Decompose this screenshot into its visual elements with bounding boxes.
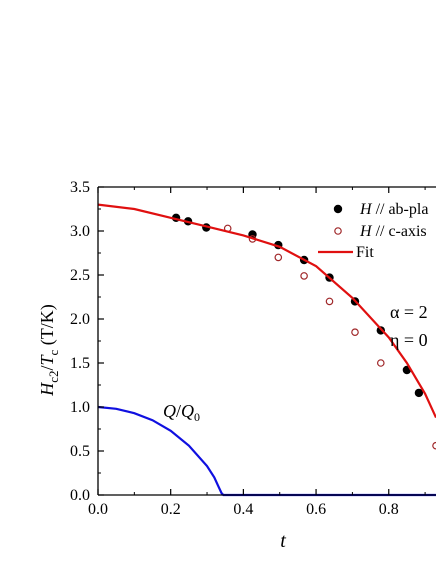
legend-entry-label: H // c-axis: [359, 223, 427, 240]
legend-italic-part: H: [359, 201, 373, 218]
y-label-units: (T/K): [37, 304, 58, 349]
legend-text-part: // c-axis: [372, 223, 427, 240]
y-tick-label: 3.5: [70, 179, 90, 196]
legend-italic-part: H: [359, 223, 373, 240]
series-line-2: [98, 203, 436, 419]
legend-text-part: Fit: [356, 244, 374, 261]
y-axis-label: Hc2/Tc (T/K): [37, 304, 61, 397]
x-tick-label: 0.6: [306, 501, 326, 518]
data-marks: [98, 203, 436, 497]
x-tick-label: 0.4: [233, 501, 253, 518]
series-line-3: [98, 405, 436, 497]
data-point-1-2: [274, 253, 283, 262]
axes: 0.0 0.2 0.4 0.6 0.8 0.0 0.5 1.0 1.5 2.0 2.5 3.0 3.5: [70, 179, 436, 518]
y-label-h: H: [37, 382, 57, 397]
q-label-sub: 0: [194, 410, 200, 424]
data-point-1-6: [376, 359, 385, 367]
y-tick-label: 0.5: [70, 443, 90, 460]
x-tick-label: 0.8: [379, 501, 399, 518]
y-label-c2: c2: [46, 371, 61, 383]
legend-text-part: // ab-pla: [372, 201, 429, 218]
y-tick-label: 2.0: [70, 311, 90, 328]
y-label-c: c: [46, 349, 61, 355]
y-label-slash: /: [37, 365, 57, 370]
legend-entry-label: Fit: [356, 244, 374, 261]
alpha-annotation: α = 2: [390, 302, 428, 322]
y-tick-label: 3.0: [70, 223, 90, 240]
q-label-q0: Q: [181, 401, 194, 421]
q-label-q: Q: [163, 401, 176, 421]
data-point-1-5: [351, 328, 359, 337]
data-point-0-10: [414, 388, 424, 398]
q-over-q0-label: Q/Q0: [163, 401, 200, 424]
data-point-1-3: [300, 272, 308, 280]
q-label-slash: /: [176, 401, 181, 421]
eta-annotation: η = 0: [390, 330, 428, 350]
y-tick-label: 0.0: [70, 487, 90, 504]
legend-entry-label: H // ab-pla: [359, 201, 428, 218]
x-axis-label: t: [280, 530, 286, 552]
y-label-t: T: [37, 353, 57, 365]
x-tick-label: 0.2: [161, 501, 181, 518]
legend-swatch-marker: [334, 227, 342, 235]
y-tick-label: 2.5: [70, 267, 90, 284]
y-tick-label: 1.5: [70, 355, 90, 372]
legend-swatch-marker: [333, 204, 343, 214]
y-tick-label: 1.0: [70, 399, 90, 416]
data-point-1-4: [325, 297, 334, 306]
x-tick-label: 0.0: [88, 501, 108, 518]
